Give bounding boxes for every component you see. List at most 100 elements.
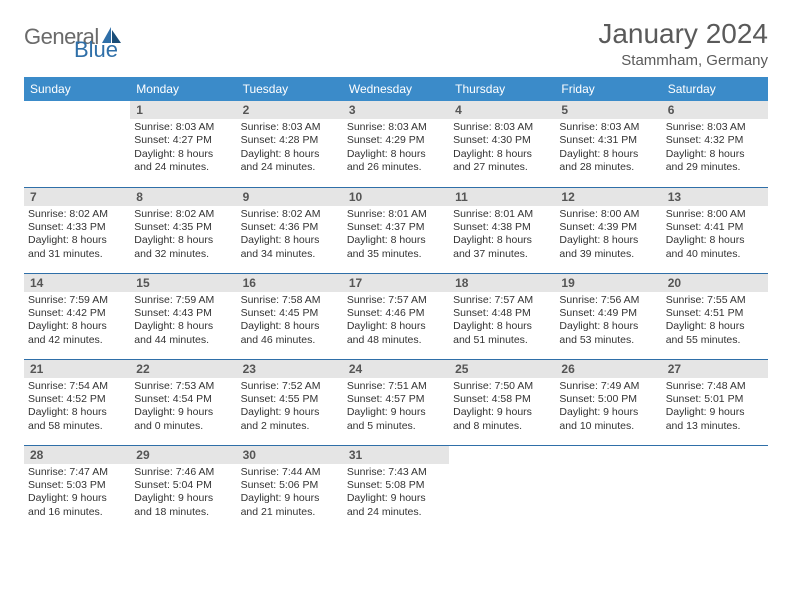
- calendar-cell: 4Sunrise: 8:03 AMSunset: 4:30 PMDaylight…: [449, 101, 555, 187]
- calendar-cell: 31Sunrise: 7:43 AMSunset: 5:08 PMDayligh…: [343, 445, 449, 531]
- calendar-cell: 7Sunrise: 8:02 AMSunset: 4:33 PMDaylight…: [24, 187, 130, 273]
- detail-line: Sunrise: 7:57 AM: [453, 294, 551, 307]
- detail-line: and 13 minutes.: [666, 420, 764, 433]
- detail-line: Sunrise: 7:58 AM: [241, 294, 339, 307]
- calendar-week-row: 21Sunrise: 7:54 AMSunset: 4:52 PMDayligh…: [24, 359, 768, 445]
- calendar-cell: 25Sunrise: 7:50 AMSunset: 4:58 PMDayligh…: [449, 359, 555, 445]
- title-block: January 2024 Stammham, Germany: [598, 18, 768, 69]
- calendar-cell: 8Sunrise: 8:02 AMSunset: 4:35 PMDaylight…: [130, 187, 236, 273]
- detail-line: Sunset: 5:08 PM: [347, 479, 445, 492]
- detail-line: Sunrise: 8:00 AM: [559, 208, 657, 221]
- detail-line: and 31 minutes.: [28, 248, 126, 261]
- detail-line: Sunset: 4:58 PM: [453, 393, 551, 406]
- detail-line: and 26 minutes.: [347, 161, 445, 174]
- day-number: 20: [662, 274, 768, 292]
- detail-line: and 24 minutes.: [241, 161, 339, 174]
- day-number: 21: [24, 360, 130, 378]
- day-details: Sunrise: 8:03 AMSunset: 4:28 PMDaylight:…: [237, 119, 343, 179]
- detail-line: Sunrise: 7:57 AM: [347, 294, 445, 307]
- day-number: 11: [449, 188, 555, 206]
- location-label: Stammham, Germany: [598, 52, 768, 69]
- page-title: January 2024: [598, 18, 768, 50]
- calendar-cell: 19Sunrise: 7:56 AMSunset: 4:49 PMDayligh…: [555, 273, 661, 359]
- day-header: Friday: [555, 77, 661, 101]
- day-header: Tuesday: [237, 77, 343, 101]
- day-details: Sunrise: 7:52 AMSunset: 4:55 PMDaylight:…: [237, 378, 343, 438]
- day-number: 17: [343, 274, 449, 292]
- day-number: 27: [662, 360, 768, 378]
- day-details: Sunrise: 8:03 AMSunset: 4:30 PMDaylight:…: [449, 119, 555, 179]
- calendar-cell: [555, 445, 661, 531]
- detail-line: Daylight: 9 hours: [347, 406, 445, 419]
- calendar-cell: 1Sunrise: 8:03 AMSunset: 4:27 PMDaylight…: [130, 101, 236, 187]
- calendar-week-row: 7Sunrise: 8:02 AMSunset: 4:33 PMDaylight…: [24, 187, 768, 273]
- calendar-cell: 24Sunrise: 7:51 AMSunset: 4:57 PMDayligh…: [343, 359, 449, 445]
- detail-line: Sunset: 4:32 PM: [666, 134, 764, 147]
- day-details: Sunrise: 8:01 AMSunset: 4:38 PMDaylight:…: [449, 206, 555, 266]
- calendar-cell: 16Sunrise: 7:58 AMSunset: 4:45 PMDayligh…: [237, 273, 343, 359]
- detail-line: and 5 minutes.: [347, 420, 445, 433]
- day-number: 26: [555, 360, 661, 378]
- day-header: Thursday: [449, 77, 555, 101]
- detail-line: Daylight: 8 hours: [28, 234, 126, 247]
- day-details: Sunrise: 8:03 AMSunset: 4:27 PMDaylight:…: [130, 119, 236, 179]
- day-details: Sunrise: 7:57 AMSunset: 4:46 PMDaylight:…: [343, 292, 449, 352]
- detail-line: Sunrise: 7:44 AM: [241, 466, 339, 479]
- calendar-cell: 22Sunrise: 7:53 AMSunset: 4:54 PMDayligh…: [130, 359, 236, 445]
- detail-line: Sunrise: 8:02 AM: [134, 208, 232, 221]
- detail-line: and 10 minutes.: [559, 420, 657, 433]
- day-details: Sunrise: 8:02 AMSunset: 4:36 PMDaylight:…: [237, 206, 343, 266]
- calendar-page: General Blue January 2024 Stammham, Germ…: [0, 0, 792, 531]
- detail-line: Sunrise: 7:50 AM: [453, 380, 551, 393]
- day-details: Sunrise: 7:49 AMSunset: 5:00 PMDaylight:…: [555, 378, 661, 438]
- day-details: Sunrise: 7:56 AMSunset: 4:49 PMDaylight:…: [555, 292, 661, 352]
- detail-line: Sunset: 4:57 PM: [347, 393, 445, 406]
- calendar-cell: 2Sunrise: 8:03 AMSunset: 4:28 PMDaylight…: [237, 101, 343, 187]
- day-number: 23: [237, 360, 343, 378]
- detail-line: Sunset: 4:49 PM: [559, 307, 657, 320]
- calendar-cell: 11Sunrise: 8:01 AMSunset: 4:38 PMDayligh…: [449, 187, 555, 273]
- day-number: 30: [237, 446, 343, 464]
- detail-line: and 48 minutes.: [347, 334, 445, 347]
- calendar-cell: 21Sunrise: 7:54 AMSunset: 4:52 PMDayligh…: [24, 359, 130, 445]
- calendar-cell: 14Sunrise: 7:59 AMSunset: 4:42 PMDayligh…: [24, 273, 130, 359]
- detail-line: Sunrise: 7:53 AM: [134, 380, 232, 393]
- calendar-week-row: 1Sunrise: 8:03 AMSunset: 4:27 PMDaylight…: [24, 101, 768, 187]
- day-details: Sunrise: 7:51 AMSunset: 4:57 PMDaylight:…: [343, 378, 449, 438]
- detail-line: and 53 minutes.: [559, 334, 657, 347]
- calendar-cell: 15Sunrise: 7:59 AMSunset: 4:43 PMDayligh…: [130, 273, 236, 359]
- detail-line: and 51 minutes.: [453, 334, 551, 347]
- day-details: Sunrise: 8:02 AMSunset: 4:35 PMDaylight:…: [130, 206, 236, 266]
- detail-line: and 0 minutes.: [134, 420, 232, 433]
- day-details: Sunrise: 8:01 AMSunset: 4:37 PMDaylight:…: [343, 206, 449, 266]
- detail-line: Daylight: 8 hours: [241, 148, 339, 161]
- calendar-cell: 29Sunrise: 7:46 AMSunset: 5:04 PMDayligh…: [130, 445, 236, 531]
- day-details: Sunrise: 7:50 AMSunset: 4:58 PMDaylight:…: [449, 378, 555, 438]
- detail-line: Sunset: 4:45 PM: [241, 307, 339, 320]
- day-details: Sunrise: 7:43 AMSunset: 5:08 PMDaylight:…: [343, 464, 449, 524]
- day-header: Monday: [130, 77, 236, 101]
- day-number: 13: [662, 188, 768, 206]
- detail-line: and 44 minutes.: [134, 334, 232, 347]
- detail-line: Sunset: 4:31 PM: [559, 134, 657, 147]
- calendar-header-row: SundayMondayTuesdayWednesdayThursdayFrid…: [24, 77, 768, 101]
- detail-line: Sunrise: 8:03 AM: [241, 121, 339, 134]
- detail-line: Sunrise: 7:48 AM: [666, 380, 764, 393]
- day-details: Sunrise: 7:55 AMSunset: 4:51 PMDaylight:…: [662, 292, 768, 352]
- detail-line: and 46 minutes.: [241, 334, 339, 347]
- day-details: Sunrise: 7:59 AMSunset: 4:43 PMDaylight:…: [130, 292, 236, 352]
- day-number: 6: [662, 101, 768, 119]
- detail-line: Sunset: 4:51 PM: [666, 307, 764, 320]
- detail-line: Sunset: 4:38 PM: [453, 221, 551, 234]
- detail-line: and 55 minutes.: [666, 334, 764, 347]
- detail-line: Daylight: 8 hours: [559, 234, 657, 247]
- calendar-cell: 18Sunrise: 7:57 AMSunset: 4:48 PMDayligh…: [449, 273, 555, 359]
- detail-line: Sunset: 5:03 PM: [28, 479, 126, 492]
- detail-line: and 37 minutes.: [453, 248, 551, 261]
- calendar-cell: 13Sunrise: 8:00 AMSunset: 4:41 PMDayligh…: [662, 187, 768, 273]
- day-details: Sunrise: 7:59 AMSunset: 4:42 PMDaylight:…: [24, 292, 130, 352]
- calendar-cell: 5Sunrise: 8:03 AMSunset: 4:31 PMDaylight…: [555, 101, 661, 187]
- calendar-week-row: 14Sunrise: 7:59 AMSunset: 4:42 PMDayligh…: [24, 273, 768, 359]
- detail-line: and 58 minutes.: [28, 420, 126, 433]
- detail-line: Sunset: 4:43 PM: [134, 307, 232, 320]
